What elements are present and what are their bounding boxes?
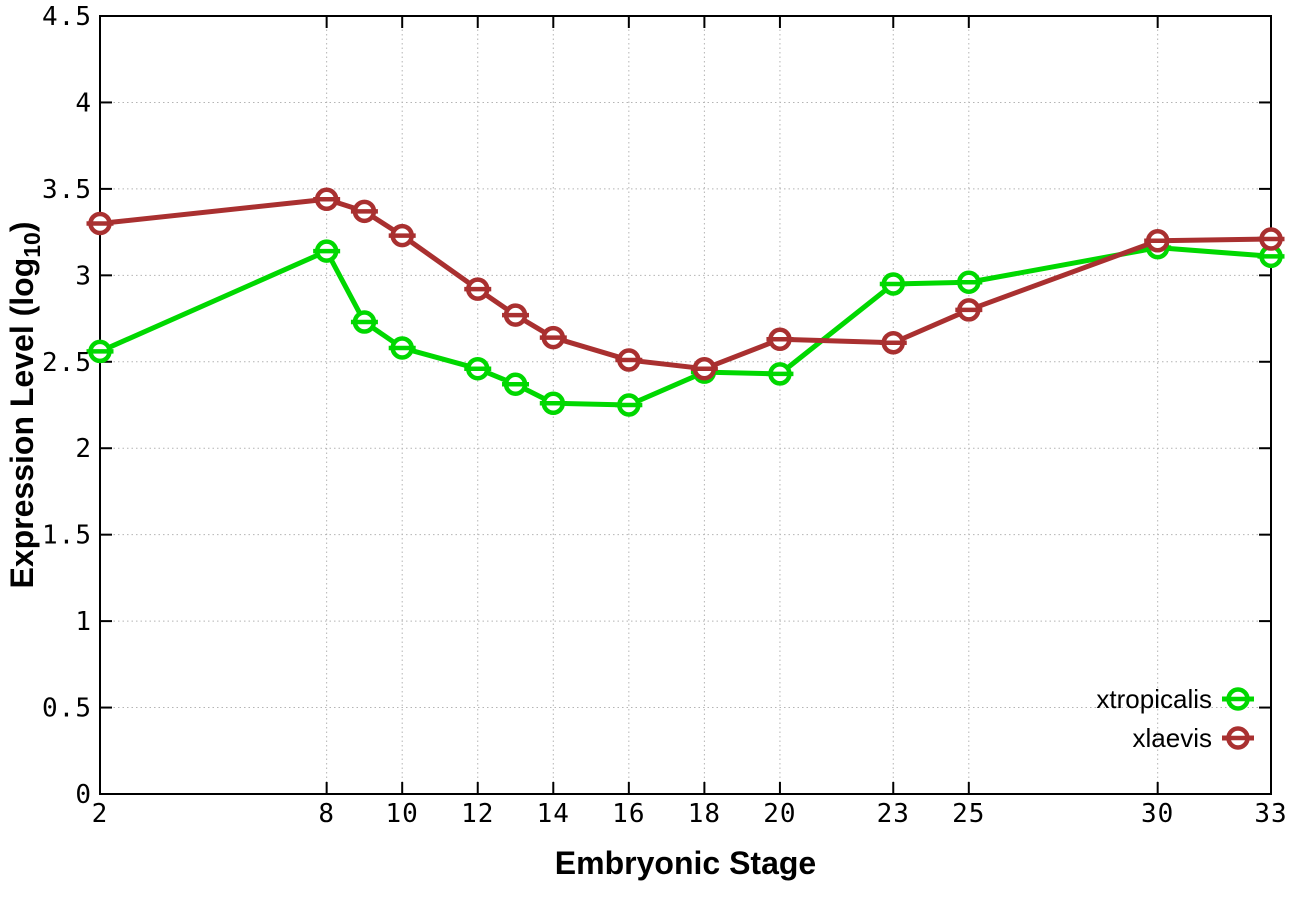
x-axis-title: Embryonic Stage	[554, 845, 817, 881]
axis-ticks	[99, 15, 1272, 795]
y-axis-title-text: Expression Level (log	[3, 257, 40, 589]
series-line-xtropicalis	[97, 245, 1274, 408]
y-tick-label: 4.5	[42, 2, 92, 32]
y-tick-label: 3.5	[42, 175, 92, 205]
legend-label-xlaevis: xlaevis	[1133, 723, 1212, 753]
x-tick-label: 8	[318, 799, 335, 829]
y-tick-label: 3	[75, 261, 92, 291]
x-tick-label: 2	[92, 799, 109, 829]
y-tick-label: 2.5	[42, 348, 92, 378]
y-axis-title-subscript: 10	[19, 232, 46, 258]
x-tick-label: 12	[461, 799, 494, 829]
x-tick-label: 23	[877, 799, 910, 829]
x-tick-label: 10	[386, 799, 419, 829]
y-tick-label: 0	[75, 780, 92, 810]
x-tick-label: 16	[612, 799, 645, 829]
gridlines	[100, 16, 1271, 794]
series-xlaevis	[86, 187, 1285, 381]
y-axis-title: Expression Level (log10)	[4, 221, 46, 588]
y-axis-title-suffix: )	[3, 221, 40, 233]
x-tick-label: 18	[688, 799, 721, 829]
y-tick-label: 2	[75, 434, 92, 464]
x-tick-label: 33	[1254, 799, 1287, 829]
legend-label-xtropicalis: xtropicalis	[1096, 684, 1212, 714]
series-line-xlaevis	[97, 196, 1274, 372]
series-xtropicalis	[86, 235, 1285, 417]
x-tick-label: 25	[952, 799, 985, 829]
x-tick-labels: 2 8 10 12 14 16 18 20 23 25 30 33	[92, 799, 1287, 829]
y-tick-labels: 0 0.5 1 1.5 2 2.5 3 3.5 4 4.5	[42, 2, 92, 810]
legend: xtropicalis xlaevis	[1096, 684, 1254, 753]
y-tick-label: 1.5	[42, 521, 92, 551]
x-tick-label: 14	[537, 799, 570, 829]
x-tick-label: 30	[1141, 799, 1174, 829]
y-tick-label: 1	[75, 607, 92, 637]
plot-border	[99, 15, 1272, 795]
y-tick-label: 0.5	[42, 694, 92, 724]
x-tick-label: 20	[763, 799, 796, 829]
y-tick-label: 4	[75, 88, 92, 118]
